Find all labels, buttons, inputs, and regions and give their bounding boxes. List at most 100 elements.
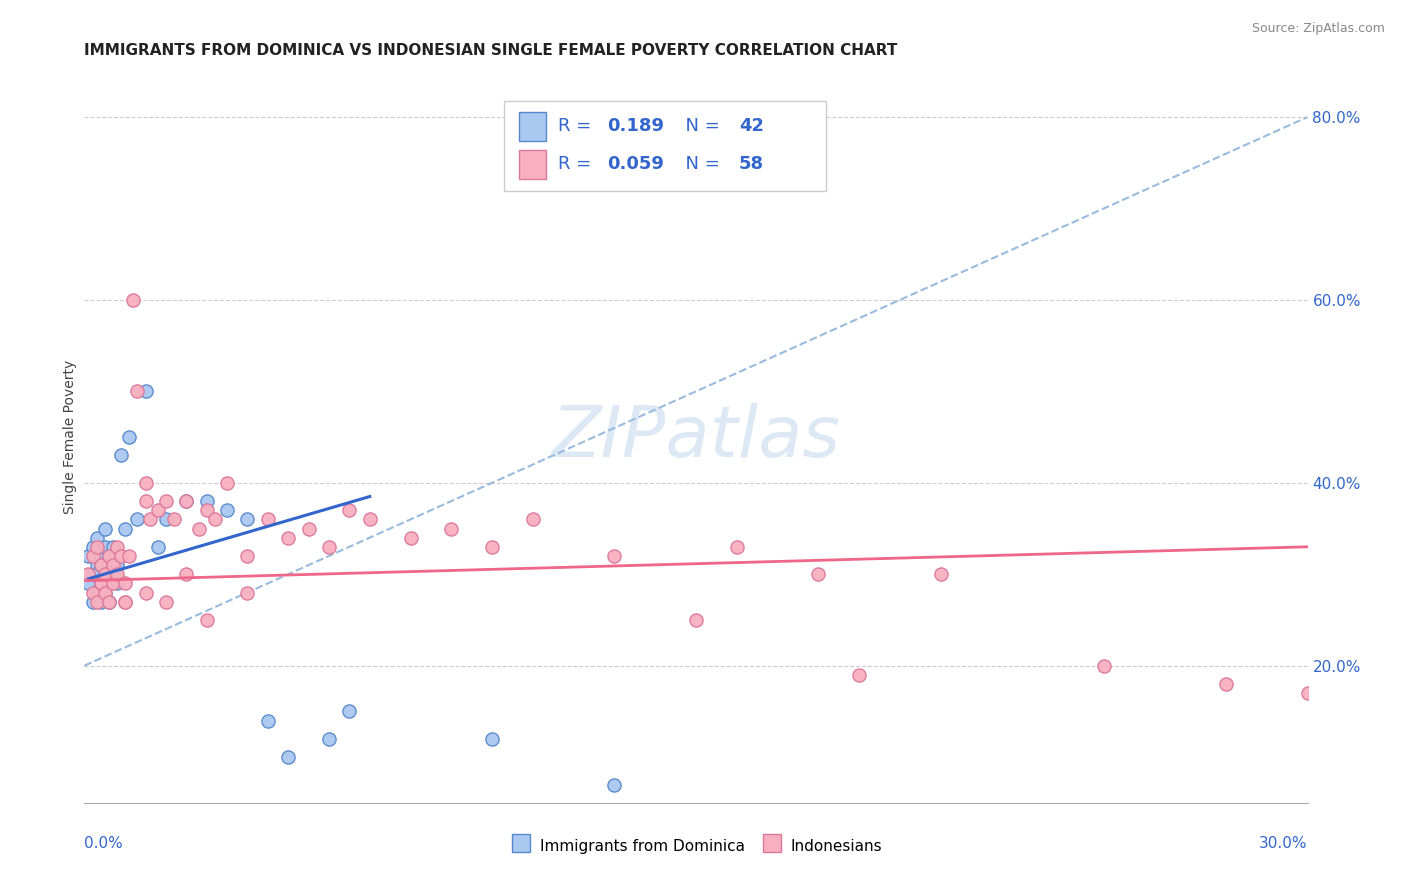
Point — [522, 512, 544, 526]
Text: 0.0%: 0.0% — [84, 836, 124, 851]
Point — [77, 576, 100, 591]
Point — [118, 549, 141, 563]
Point — [929, 567, 952, 582]
Point — [110, 449, 132, 463]
Point — [93, 567, 115, 582]
Point — [97, 549, 120, 563]
Point — [127, 384, 149, 399]
Point — [217, 503, 239, 517]
Text: R =: R = — [558, 155, 596, 173]
Point — [101, 576, 124, 591]
Point — [725, 540, 748, 554]
Point — [93, 540, 115, 554]
Point — [127, 512, 149, 526]
Point — [82, 540, 104, 554]
Text: 0.059: 0.059 — [606, 155, 664, 173]
Point — [101, 558, 124, 573]
Point — [97, 594, 120, 608]
Point — [114, 521, 136, 535]
Point — [82, 585, 104, 599]
Point — [93, 567, 115, 582]
Point — [86, 531, 108, 545]
Point — [86, 567, 108, 582]
Point — [339, 503, 361, 517]
Point — [257, 714, 280, 728]
Point — [90, 558, 112, 573]
Point — [105, 558, 128, 573]
Point — [135, 494, 157, 508]
Point — [195, 503, 218, 517]
Legend: Immigrants from Dominica, Indonesians: Immigrants from Dominica, Indonesians — [503, 830, 889, 861]
Point — [236, 549, 259, 563]
Point — [1215, 677, 1237, 691]
Point — [481, 731, 503, 746]
Point — [318, 540, 340, 554]
Point — [195, 613, 218, 627]
Point — [77, 549, 100, 563]
Point — [236, 585, 259, 599]
Point — [277, 531, 299, 545]
Text: 30.0%: 30.0% — [1260, 836, 1308, 851]
Point — [93, 585, 115, 599]
Text: Source: ZipAtlas.com: Source: ZipAtlas.com — [1251, 22, 1385, 36]
Point — [685, 613, 707, 627]
Point — [174, 494, 197, 508]
Point — [135, 384, 157, 399]
Point — [481, 540, 503, 554]
Point — [217, 475, 239, 490]
Point — [399, 531, 422, 545]
Point — [1092, 658, 1115, 673]
Point — [90, 576, 112, 591]
Point — [90, 558, 112, 573]
FancyBboxPatch shape — [503, 102, 825, 191]
Point — [318, 731, 340, 746]
Point — [440, 521, 463, 535]
Point — [146, 503, 169, 517]
FancyBboxPatch shape — [519, 112, 546, 141]
Point — [135, 585, 157, 599]
Point — [298, 521, 321, 535]
Y-axis label: Single Female Poverty: Single Female Poverty — [63, 360, 77, 514]
Point — [277, 750, 299, 764]
Point — [236, 512, 259, 526]
Point — [86, 558, 108, 573]
Point — [105, 567, 128, 582]
Point — [118, 430, 141, 444]
Point — [359, 512, 381, 526]
Point — [848, 667, 870, 681]
Point — [105, 576, 128, 591]
Point — [93, 521, 115, 535]
Point — [257, 512, 280, 526]
Point — [114, 594, 136, 608]
Point — [93, 585, 115, 599]
Point — [155, 594, 177, 608]
Point — [122, 293, 145, 307]
Point — [82, 549, 104, 563]
Point — [77, 567, 100, 582]
Point — [97, 594, 120, 608]
Text: 42: 42 — [738, 117, 763, 136]
Point — [90, 576, 112, 591]
Text: N =: N = — [673, 117, 725, 136]
Point — [101, 567, 124, 582]
Text: N =: N = — [673, 155, 725, 173]
Point — [86, 585, 108, 599]
Point — [97, 558, 120, 573]
Point — [114, 576, 136, 591]
Point — [86, 540, 108, 554]
Point — [187, 521, 209, 535]
Point — [195, 494, 218, 508]
Point — [105, 540, 128, 554]
Point — [82, 594, 104, 608]
Point — [155, 512, 177, 526]
Point — [90, 594, 112, 608]
Point — [97, 576, 120, 591]
Text: IMMIGRANTS FROM DOMINICA VS INDONESIAN SINGLE FEMALE POVERTY CORRELATION CHART: IMMIGRANTS FROM DOMINICA VS INDONESIAN S… — [84, 43, 898, 58]
Point — [101, 540, 124, 554]
Point — [603, 778, 626, 792]
Point — [174, 567, 197, 582]
Point — [114, 594, 136, 608]
Text: 58: 58 — [738, 155, 763, 173]
Point — [146, 540, 169, 554]
Point — [1296, 686, 1319, 700]
